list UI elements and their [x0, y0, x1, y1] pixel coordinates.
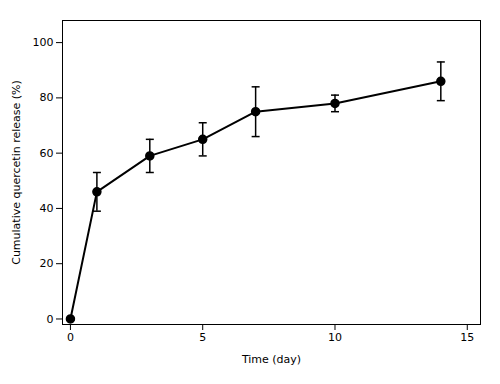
svg-text:15: 15 — [460, 331, 474, 344]
svg-text:Time (day): Time (day) — [241, 353, 301, 366]
svg-text:40: 40 — [40, 202, 54, 215]
svg-text:60: 60 — [40, 147, 54, 160]
svg-text:10: 10 — [328, 331, 342, 344]
svg-text:80: 80 — [40, 91, 54, 104]
svg-text:Cumulative quercetin release (: Cumulative quercetin release (%) — [10, 80, 23, 265]
svg-text:0: 0 — [67, 331, 74, 344]
svg-text:5: 5 — [199, 331, 206, 344]
svg-text:0: 0 — [47, 312, 54, 325]
svg-text:100: 100 — [33, 36, 54, 49]
svg-text:20: 20 — [40, 257, 54, 270]
